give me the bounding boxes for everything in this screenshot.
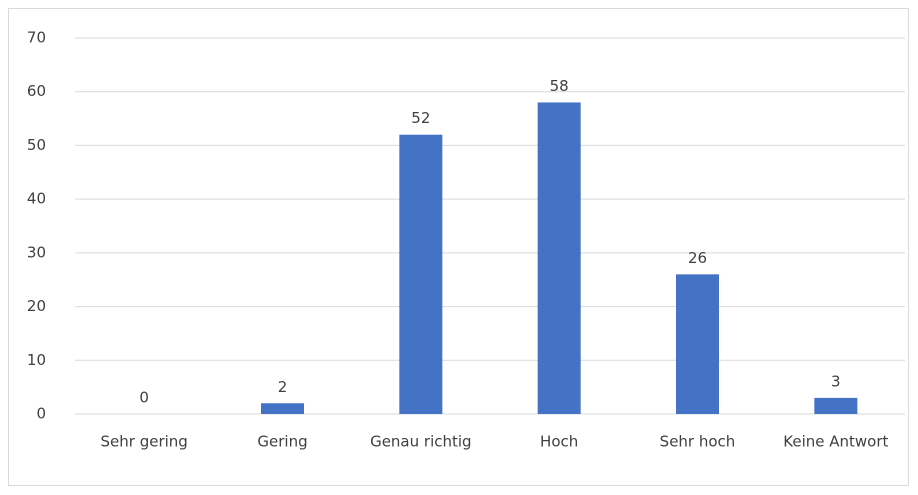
chart-border [8,8,909,486]
data-label: 3 [831,372,841,390]
y-tick-label: 0 [36,405,46,423]
x-tick-label: Hoch [540,433,578,451]
x-tick-label: Sehr gering [101,433,188,451]
bar [399,134,443,414]
bar [814,397,858,414]
x-tick-label: Genau richtig [370,433,471,451]
data-label: 26 [688,249,707,267]
x-tick-label: Gering [257,433,307,451]
y-tick-label: 10 [27,351,46,369]
y-tick-label: 30 [27,243,46,261]
data-label: 2 [278,378,288,396]
bar [537,102,581,414]
data-label: 52 [411,109,430,127]
x-tick-label: Keine Antwort [783,433,888,451]
data-label: 0 [139,389,149,407]
y-tick-label: 40 [27,190,46,208]
y-tick-label: 70 [27,29,46,47]
y-tick-label: 60 [27,82,46,100]
x-tick-label: Sehr hoch [660,433,736,451]
data-label: 58 [550,77,569,95]
y-tick-label: 50 [27,136,46,154]
bar [261,403,304,414]
bar [676,274,719,414]
y-tick-label: 20 [27,297,46,315]
